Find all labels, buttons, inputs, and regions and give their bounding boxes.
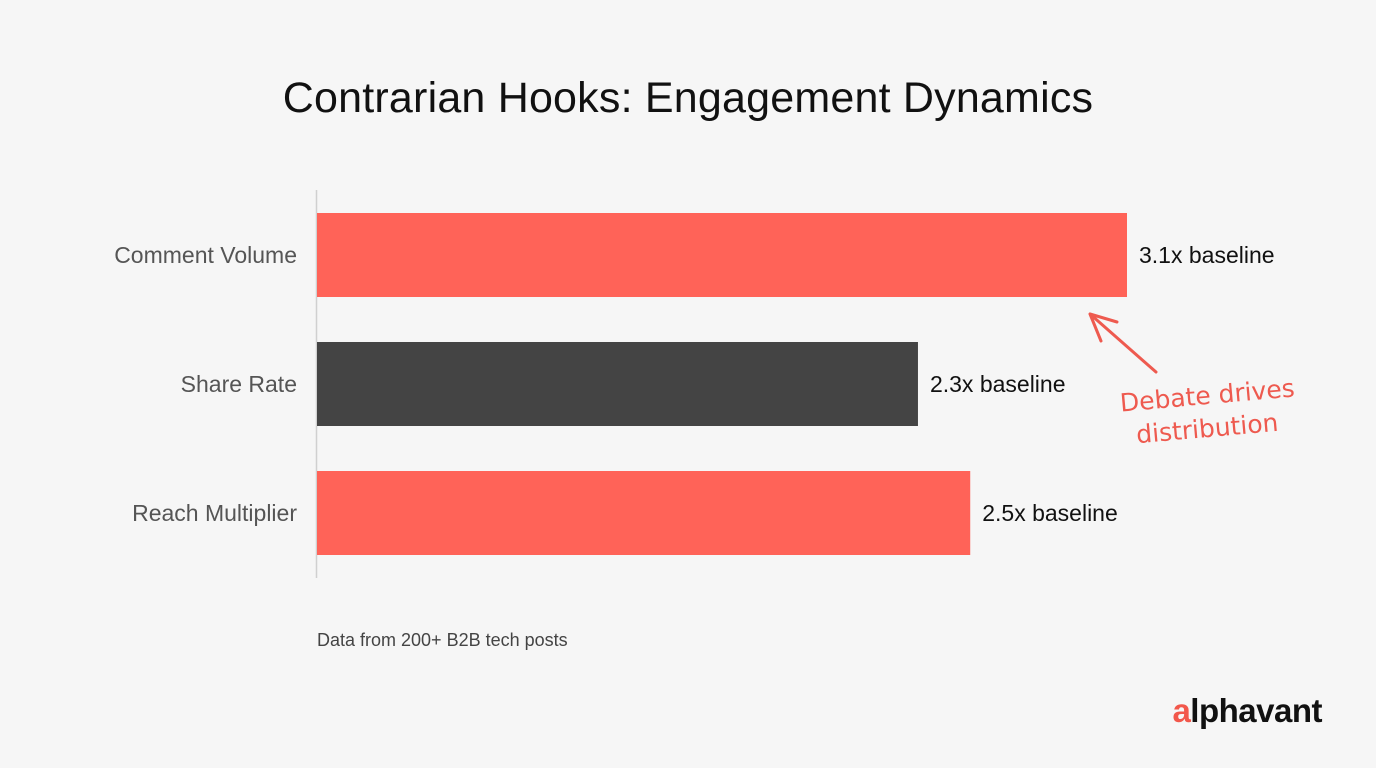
logo-wordmark: lphavant xyxy=(1190,692,1322,729)
value-label-reach-multiplier: 2.5x baseline xyxy=(982,500,1118,526)
brand-logo: alphavant xyxy=(1172,692,1322,730)
chart-title: Contrarian Hooks: Engagement Dynamics xyxy=(282,74,1094,122)
bar-share-rate xyxy=(317,342,918,426)
category-label-reach-multiplier: Reach Multiplier xyxy=(132,500,297,526)
value-label-share-rate: 2.3x baseline xyxy=(930,371,1066,397)
logo-accent-letter: a xyxy=(1172,692,1191,729)
annotation: Debate drives distribution xyxy=(1088,312,1296,449)
bar-comment-volume xyxy=(317,213,1127,297)
bar-reach-multiplier xyxy=(317,471,971,555)
source-footnote: Data from 200+ B2B tech posts xyxy=(317,630,568,650)
value-label-comment-volume: 3.1x baseline xyxy=(1139,242,1275,268)
annotation-arrow-icon xyxy=(1088,312,1158,374)
category-label-comment-volume: Comment Volume xyxy=(114,242,297,268)
category-label-share-rate: Share Rate xyxy=(181,371,297,397)
